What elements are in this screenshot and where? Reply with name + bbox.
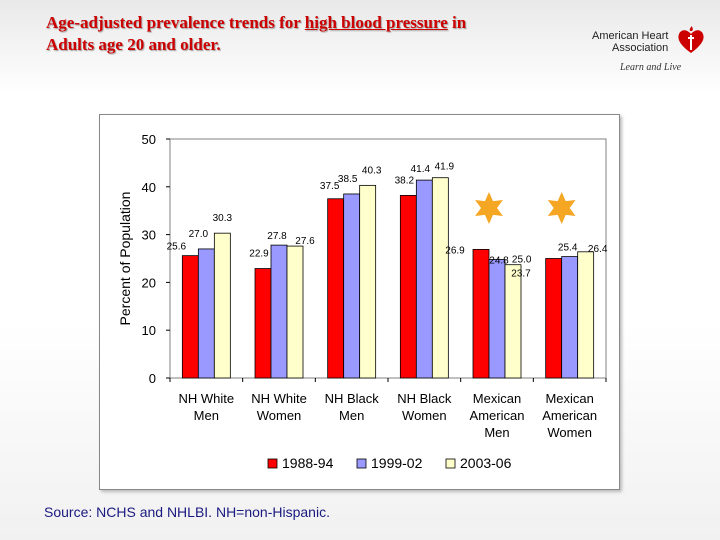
bar-1988-94	[254, 268, 272, 379]
category-label: Women	[402, 408, 447, 423]
logo-tagline: Learn and Live	[620, 62, 682, 73]
chart-frame: 0 10 20 30 40 50 Percent of Population 25.6 27.0…	[99, 114, 620, 490]
title-highlight: high blood pressure	[304, 13, 448, 32]
category-label: NH White	[179, 391, 235, 406]
category-label: Mexican	[545, 391, 593, 406]
logo-line1: American Heart	[592, 30, 669, 42]
legend-label: 1999-02	[371, 455, 423, 471]
bar-2003-06	[213, 232, 231, 379]
heart-torch-icon	[678, 26, 704, 53]
starburst-icon	[475, 192, 503, 224]
legend-swatch	[445, 458, 456, 469]
data-label: 27.8	[267, 231, 287, 242]
plot-area	[169, 138, 607, 379]
bar-chart: 0 10 20 30 40 50 Percent of Population 25.627.0…	[117, 132, 608, 471]
bar-1999-02	[561, 256, 579, 379]
data-label: 26.4	[588, 244, 608, 255]
title-part1: Age-adjusted prevalence trends for	[46, 13, 305, 32]
category-label: American	[470, 408, 525, 423]
legend-label: 2003-06	[460, 455, 512, 471]
starburst-icon	[547, 192, 576, 224]
y-tick-label: 0	[149, 371, 156, 386]
data-label: 41.4	[411, 164, 431, 175]
title-line2: Adults age 20 and older.	[46, 35, 221, 54]
slide-title: Age-adjusted prevalence trends for high …	[46, 12, 566, 56]
bar-1988-94	[472, 249, 490, 379]
data-label: 25.4	[558, 243, 578, 254]
data-label: 37.5	[320, 181, 340, 192]
data-label: 25.6	[167, 242, 187, 253]
bar-2003-06	[286, 245, 304, 379]
category-label: Men	[194, 408, 219, 423]
bar-1988-94	[545, 258, 563, 379]
data-label: 38.5	[338, 174, 358, 185]
data-label: 23.7	[511, 269, 531, 280]
category-label: NH Black	[325, 391, 380, 406]
category-label: Mexican	[473, 391, 521, 406]
data-label: 40.3	[362, 165, 382, 176]
data-label: 27.6	[295, 236, 315, 247]
aha-logo: American Heart Association Learn and Liv…	[592, 22, 712, 78]
category-label: Women	[547, 425, 592, 440]
y-tick-label: 40	[142, 180, 156, 195]
bar-2003-06	[359, 184, 377, 379]
bar-2003-06	[577, 251, 595, 379]
bar-1999-02	[415, 179, 433, 379]
y-tick-label: 20	[142, 275, 156, 290]
bar-1999-02	[270, 244, 288, 379]
y-tick-label: 50	[142, 132, 156, 147]
bar-2003-06	[504, 264, 522, 379]
category-label: Women	[257, 408, 302, 423]
data-label: 26.9	[445, 245, 465, 256]
data-label: 25.0	[512, 255, 532, 266]
category-label: Men	[339, 408, 364, 423]
legend-swatch	[267, 458, 278, 469]
data-label: 41.9	[435, 162, 455, 173]
category-label: NH White	[251, 391, 307, 406]
y-axis-label: Percent of Population	[117, 192, 133, 326]
bar-1988-94	[181, 255, 199, 379]
legend-swatch	[356, 458, 367, 469]
title-part2: in	[447, 13, 467, 32]
data-label: 27.0	[189, 229, 209, 240]
bar-2003-06	[431, 177, 449, 379]
bar-1999-02	[343, 193, 361, 379]
data-label: 22.9	[249, 249, 269, 260]
bar-1988-94	[399, 195, 417, 379]
logo-line2: Association	[612, 42, 669, 54]
legend-label: 1988-94	[282, 455, 334, 471]
y-tick-label: 10	[142, 323, 156, 338]
data-label: 38.2	[395, 175, 415, 186]
category-label: American	[542, 408, 597, 423]
data-label: 30.3	[213, 213, 233, 224]
bar-1988-94	[327, 198, 345, 379]
y-tick-label: 30	[142, 228, 156, 243]
bar-1999-02	[197, 248, 215, 379]
header-band	[0, 0, 720, 95]
source-note: Source: NCHS and NHLBI. NH=non-Hispanic.	[44, 504, 330, 520]
bar-1999-02	[488, 259, 506, 379]
category-label: NH Black	[397, 391, 452, 406]
category-label: Men	[484, 425, 509, 440]
data-label: 24.8	[489, 255, 509, 266]
